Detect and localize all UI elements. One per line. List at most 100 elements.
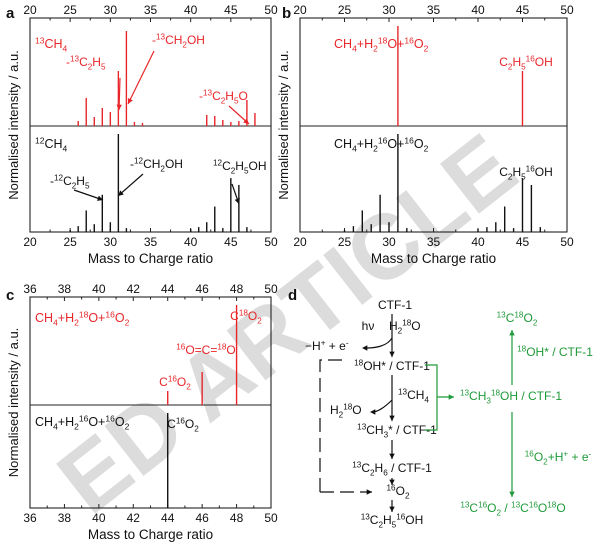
pathway-branch xyxy=(365,337,393,349)
bottom-tick-label: 42 xyxy=(127,511,141,525)
top-tick-label: 45 xyxy=(224,3,238,17)
peak-annotation-top: 16O=C=18O xyxy=(176,342,236,357)
peak-annotation-top: -13C2H5 xyxy=(66,54,106,71)
bottom-tick-label: 20 xyxy=(23,235,37,249)
arrow-head xyxy=(389,453,395,459)
panel-letter: b xyxy=(282,5,291,22)
bottom-tick-label: 40 xyxy=(471,235,485,249)
top-tick-label: 20 xyxy=(23,3,37,17)
scheme-node-co2_top: 13C18O2 xyxy=(497,310,538,327)
peak-annotation-top: C2H516OH xyxy=(499,54,553,71)
top-tick-label: 40 xyxy=(471,3,485,17)
panel-c: c 36 36 38 38 40 40 42 42 44 44 46 46 48 48 50 50 Normali… xyxy=(6,282,278,542)
top-tick-label: 50 xyxy=(560,3,574,17)
series-label-bottom: CH4+H216O+16O2 xyxy=(334,135,429,153)
arrow-head xyxy=(97,195,103,201)
bottom-tick-label: 35 xyxy=(144,235,158,249)
top-tick-label: 38 xyxy=(58,282,72,296)
x-axis-title: Mass to Charge ratio xyxy=(371,251,496,266)
top-tick-label: 30 xyxy=(382,3,396,17)
y-axis-title: Normalised intensity / a.u. xyxy=(6,50,21,200)
arrow-head xyxy=(366,489,372,495)
scheme-node-o2: 16O2 xyxy=(387,483,410,500)
arrow-head xyxy=(234,198,240,204)
series-label-top: 13CH4 xyxy=(35,35,68,53)
scheme-node-etoh: 13C2H516OH xyxy=(361,512,424,529)
arrow-head xyxy=(116,104,122,110)
top-tick-label: 48 xyxy=(230,282,244,296)
arrow-head xyxy=(389,351,395,357)
peak-annotation-bottom: -12C2H5 xyxy=(50,173,90,190)
scheme-node-h2o18: H218O xyxy=(330,402,362,419)
bottom-tick-label: 50 xyxy=(264,511,278,525)
arrow-head xyxy=(509,491,515,497)
scheme-node-hplus: −H+ + e- xyxy=(305,338,349,353)
scheme-node-ctf: CTF-1 xyxy=(378,298,412,312)
peak-annotation-bottom: -12CH2OH xyxy=(130,156,183,173)
panel-letter: a xyxy=(6,5,15,22)
bottom-tick-label: 45 xyxy=(224,235,238,249)
bottom-tick-label: 45 xyxy=(516,235,530,249)
arrow-head xyxy=(509,330,515,336)
scheme-node-c2h6: 13C2H6 / CTF-1 xyxy=(352,460,432,477)
bottom-tick-label: 50 xyxy=(560,235,574,249)
y-axis-title: Normalised intensity / a.u. xyxy=(6,328,21,478)
scheme-node-ch4: 13CH4 xyxy=(398,387,429,404)
bottom-tick-label: 20 xyxy=(293,235,307,249)
top-tick-label: 35 xyxy=(427,3,441,17)
peak-annotation-bottom: C16O2 xyxy=(167,416,199,433)
peak-annotation-top: -13CH2OH xyxy=(152,32,205,49)
panel-a: a 20 20 25 25 30 30 35 35 40 40 45 45 50 50 Normalised … xyxy=(6,3,278,266)
top-tick-label: 45 xyxy=(516,3,530,17)
peak-annotation-bottom: 12C2H5OH xyxy=(213,158,267,175)
bottom-tick-label: 40 xyxy=(92,511,106,525)
arrow-head xyxy=(362,345,368,351)
top-tick-label: 44 xyxy=(161,282,175,296)
arrow-head xyxy=(370,409,376,415)
bottom-tick-label: 46 xyxy=(195,511,209,525)
scheme-node-hv: hν xyxy=(362,319,375,333)
series-label-bottom: CH4+H216O+16O2 xyxy=(35,413,130,431)
scheme-node-oh_ctf: 18OH* / CTF-1 xyxy=(517,344,593,359)
arrow-head xyxy=(118,190,124,196)
top-tick-label: 40 xyxy=(184,3,198,17)
dashed-pathway xyxy=(319,359,342,492)
top-tick-label: 20 xyxy=(293,3,307,17)
arrow-head xyxy=(448,394,454,400)
top-tick-label: 42 xyxy=(127,282,141,296)
bottom-tick-label: 25 xyxy=(63,235,77,249)
series-label-top: CH4+H218O+16O2 xyxy=(334,35,429,53)
bottom-tick-label: 40 xyxy=(184,235,198,249)
scheme-node-ohstar: 18OH* / CTF-1 xyxy=(354,358,430,373)
panel-letter: c xyxy=(6,287,14,304)
bottom-tick-label: 44 xyxy=(161,511,175,525)
scheme-node-ch3: 13CH3* / CTF-1 xyxy=(357,422,437,439)
peak-annotation-top: C16O2 xyxy=(159,374,191,391)
bottom-tick-label: 30 xyxy=(104,235,118,249)
arrow-head xyxy=(389,415,395,421)
arrow-head xyxy=(389,506,395,512)
arrow-head xyxy=(243,118,249,124)
peak-annotation-top: C18O2 xyxy=(230,308,262,325)
top-tick-label: 50 xyxy=(264,3,278,17)
scheme-node-co2_bot: 13C16O2 / 13C16O18O xyxy=(460,500,565,517)
bottom-tick-label: 48 xyxy=(230,511,244,525)
scheme-node-o2h: 16O2+H+ + e- xyxy=(525,449,592,466)
arrow-head xyxy=(389,479,395,485)
peak-annotation-top: -13C2H5O xyxy=(199,88,248,105)
y-axis-title: Normalised intensity / a.u. xyxy=(276,50,291,200)
panel-b: b 2020252530303535404045455050Normalised … xyxy=(276,3,574,266)
scheme-node-ch3oh: 13CH318OH / CTF-1 xyxy=(460,388,562,405)
x-axis-title: Mass to Charge ratio xyxy=(88,251,213,266)
top-tick-label: 25 xyxy=(63,3,77,17)
arrow-head xyxy=(127,98,133,104)
bottom-tick-label: 36 xyxy=(23,511,37,525)
series-label-bottom: 12CH4 xyxy=(35,135,68,153)
top-tick-label: 46 xyxy=(195,282,209,296)
top-tick-label: 35 xyxy=(144,3,158,17)
top-tick-label: 25 xyxy=(338,3,352,17)
bottom-tick-label: 25 xyxy=(338,235,352,249)
top-tick-label: 40 xyxy=(92,282,106,296)
series-label-top: CH4+H218O+16O2 xyxy=(35,309,130,327)
top-tick-label: 50 xyxy=(264,282,278,296)
